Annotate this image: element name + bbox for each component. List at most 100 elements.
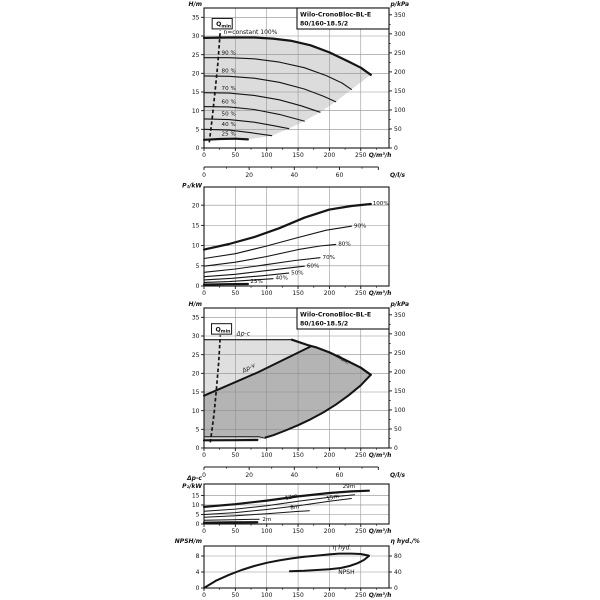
pump-series-name: Wilo-CronoBloc-BL-E (300, 312, 371, 319)
tick-label-y: 0 (196, 283, 200, 290)
annotation: 80 % (222, 69, 236, 75)
tick-label-x: 100 (261, 152, 273, 159)
curve-label-2m: 2m (262, 517, 271, 523)
curve-min-upper (203, 436, 266, 439)
tick-label-x: 150 (292, 290, 304, 297)
tick-label-x2: 40 (290, 172, 298, 179)
tick-label-y2: 50 (394, 126, 402, 133)
tick-label-y: 30 (192, 33, 200, 40)
tick-label-x: 0 (202, 290, 206, 297)
tick-label-x2: 40 (290, 472, 298, 479)
tick-label-y: 20 (192, 70, 200, 77)
curve-max (290, 338, 372, 376)
plot-box (203, 483, 390, 525)
curve-label-60%: 60% (307, 263, 319, 269)
tick-label-x: 250 (355, 592, 367, 599)
tick-label-y: 10 (192, 108, 200, 115)
curve-70% (203, 257, 321, 273)
pump-series-name: Wilo-CronoBloc-BL-E (300, 12, 371, 19)
tick-label-x: 50 (232, 592, 240, 599)
region-operating-envelope (204, 37, 371, 140)
annotation: 60 % (222, 100, 236, 106)
tick-label-y2: 0 (394, 145, 398, 152)
tick-label-x: 200 (324, 290, 336, 297)
tick-label-y: 30 (192, 333, 200, 340)
tick-label-x: 150 (292, 592, 304, 599)
curve-npsh (288, 555, 370, 573)
tick-label-y: 0 (196, 445, 200, 452)
qmin-dashed-line (209, 335, 222, 443)
qmin-box (211, 323, 233, 335)
tick-label-x2: 20 (245, 172, 253, 179)
tick-label-x: 0 (202, 528, 206, 535)
curve-25% (202, 137, 250, 141)
tick-label-y2: 0 (394, 585, 398, 592)
tick-label-y2: 80 (394, 553, 402, 560)
tick-label-x2: 60 (336, 472, 344, 479)
curve-90% (203, 57, 352, 90)
qmin-label: Qmin (216, 326, 231, 334)
tick-label-x: 200 (324, 152, 336, 159)
curve-29m (202, 489, 370, 509)
tick-label-x: 100 (261, 452, 273, 459)
curve-12m (203, 494, 355, 512)
curve-100% (202, 202, 372, 251)
tick-label-y2: 50 (394, 426, 402, 433)
curve-100% (202, 36, 372, 76)
tick-label-y: 25 (192, 52, 200, 59)
tick-label-x: 100 (261, 592, 273, 599)
tick-label-x: 0 (202, 452, 206, 459)
tick-label-y: 15 (192, 493, 200, 500)
curve-label-50%: 50% (291, 270, 303, 276)
tick-label-y: 15 (192, 389, 200, 396)
tick-label-y: 10 (192, 243, 200, 250)
curve-50% (203, 118, 290, 130)
tick-label-y: 0 (196, 585, 200, 592)
tick-label-x: 50 (232, 452, 240, 459)
tick-label-y: 5 (196, 263, 200, 270)
tick-label-y: 5 (196, 426, 200, 433)
x-axis-label: Q/m³/h (369, 528, 392, 535)
tick-label-y: 4 (196, 569, 200, 576)
tick-label-y: 35 (192, 314, 200, 321)
curve-70% (203, 92, 321, 113)
tick-label-x: 0 (202, 592, 206, 599)
tick-label-x: 250 (355, 152, 367, 159)
curve-label-25%: 25% (250, 279, 262, 285)
tick-label-y2: 250 (394, 350, 406, 357)
tick-label-y: 5 (196, 512, 200, 519)
tick-label-x2: 20 (245, 472, 253, 479)
curve-lower-limit (264, 373, 372, 439)
curve-60% (203, 106, 305, 122)
curve-label-eta-hyd: η hyd. (333, 545, 352, 552)
tick-label-x: 200 (324, 452, 336, 459)
y-axis-label: P₂/kW (182, 483, 202, 490)
tick-label-y: 10 (192, 502, 200, 509)
curve-label-npsh: NPSH (338, 569, 354, 576)
annotation: 40 % (222, 122, 236, 128)
tick-label-y2: 0 (394, 445, 398, 452)
tick-label-x: 200 (324, 592, 336, 599)
curve-eta-hyd (203, 552, 370, 589)
curve-50% (203, 272, 290, 281)
tick-label-x2: 60 (336, 172, 344, 179)
tick-label-x: 150 (292, 152, 304, 159)
curve-80% (203, 243, 337, 267)
tick-label-x: 50 (232, 528, 240, 535)
curve-dp-v (203, 345, 312, 397)
annotation: 70 % (222, 86, 236, 92)
tick-label-x: 200 (324, 528, 336, 535)
tick-label-y2: 150 (394, 88, 406, 95)
curve-label-12m: 12m (285, 493, 299, 502)
tick-label-y2: 250 (394, 50, 406, 57)
curve-label-15m: 15m (326, 494, 340, 503)
tick-label-y2: 150 (394, 388, 406, 395)
chart-head-capacity-speeds: 0 50 100 150 200 250 Q/m³/h05101520253035H/m05… (189, 1, 410, 179)
curve-40% (203, 278, 274, 283)
tick-label-y2: 40 (394, 569, 402, 576)
x2-axis-label: Q/l/s (390, 172, 406, 179)
curve-label-90%: 90% (354, 223, 366, 229)
y-axis-label: H/m (189, 1, 202, 8)
title-box (296, 307, 390, 330)
